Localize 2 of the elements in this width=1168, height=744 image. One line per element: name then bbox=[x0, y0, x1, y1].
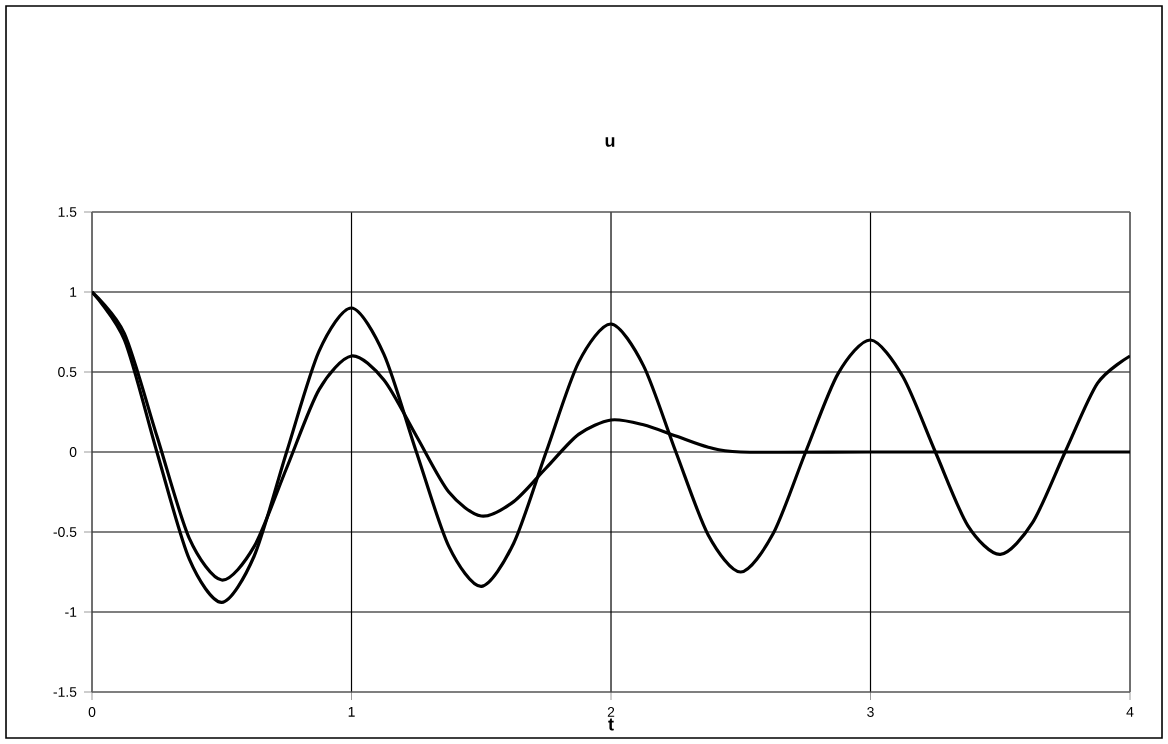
x-axis-title: t bbox=[608, 718, 614, 731]
chart-title: u bbox=[605, 137, 615, 147]
